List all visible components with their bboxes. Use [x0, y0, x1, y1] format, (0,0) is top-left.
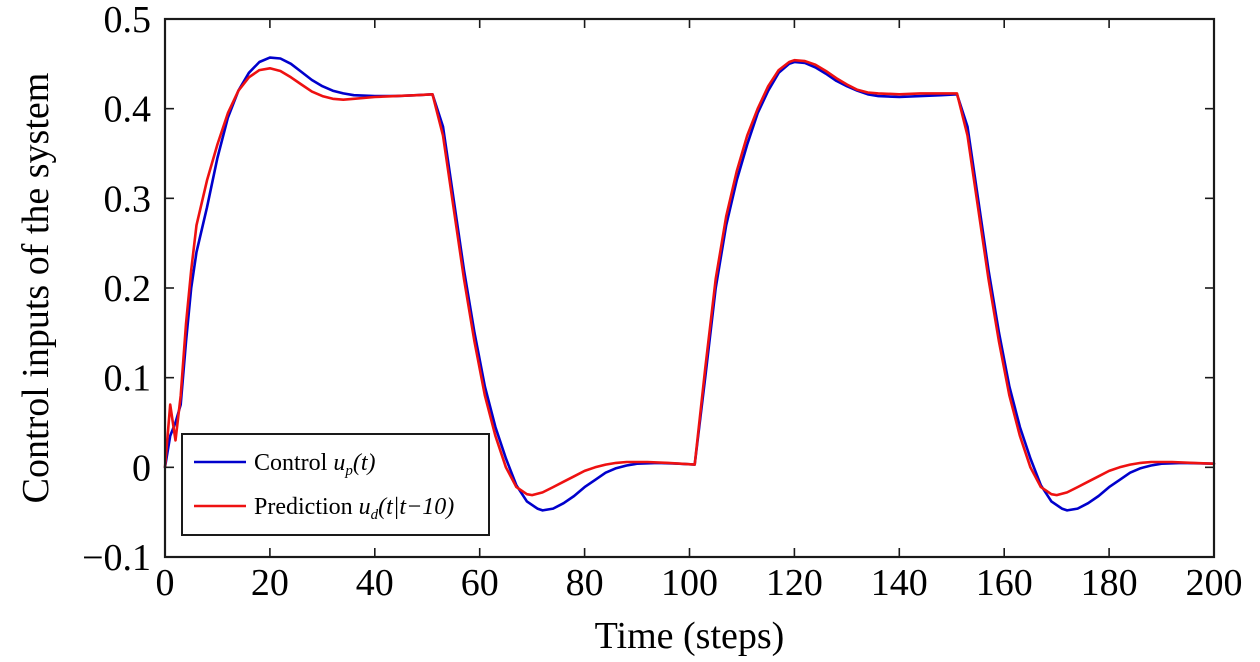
- y-axis-title: Control inputs of the system: [15, 73, 57, 504]
- y-tick-label: 0.3: [104, 178, 152, 220]
- y-tick-label: 0.1: [104, 358, 152, 400]
- legend: Control up(t) Prediction ud(t|t−10): [181, 433, 490, 536]
- y-tick-label: 0.5: [104, 0, 152, 41]
- legend-label-1: Control up(t): [254, 450, 376, 479]
- x-tick-label: 100: [661, 562, 718, 604]
- x-tick-label: 40: [356, 562, 394, 604]
- x-tick-label: 140: [871, 562, 928, 604]
- x-tick-label: 80: [566, 562, 604, 604]
- y-tick-label: 0.4: [104, 89, 152, 131]
- x-tick-label: 180: [1081, 562, 1138, 604]
- x-tick-label: 20: [251, 562, 289, 604]
- legend-box: [181, 433, 490, 536]
- y-tick-label: 0.2: [104, 268, 152, 310]
- x-tick-label: 160: [976, 562, 1033, 604]
- series-layer: [163, 56, 1216, 512]
- x-tick-label: 120: [766, 562, 823, 604]
- legend-label-2: Prediction ud(t|t−10): [254, 494, 454, 523]
- ticks-layer: 0 20 40 60 80 100 120 140 160 180 200−0.100.10.20.…: [82, 0, 1242, 604]
- x-tick-label: 60: [461, 562, 499, 604]
- series-line-2: [163, 58, 1216, 497]
- y-tick-label: −0.1: [82, 537, 151, 579]
- y-tick-label: 0: [132, 447, 151, 489]
- x-tick-label: 0: [156, 562, 175, 604]
- x-axis-title: Time (steps): [595, 615, 785, 657]
- x-tick-label: 200: [1186, 562, 1243, 604]
- legend-items: Control up(t) Prediction ud(t|t−10): [194, 450, 454, 523]
